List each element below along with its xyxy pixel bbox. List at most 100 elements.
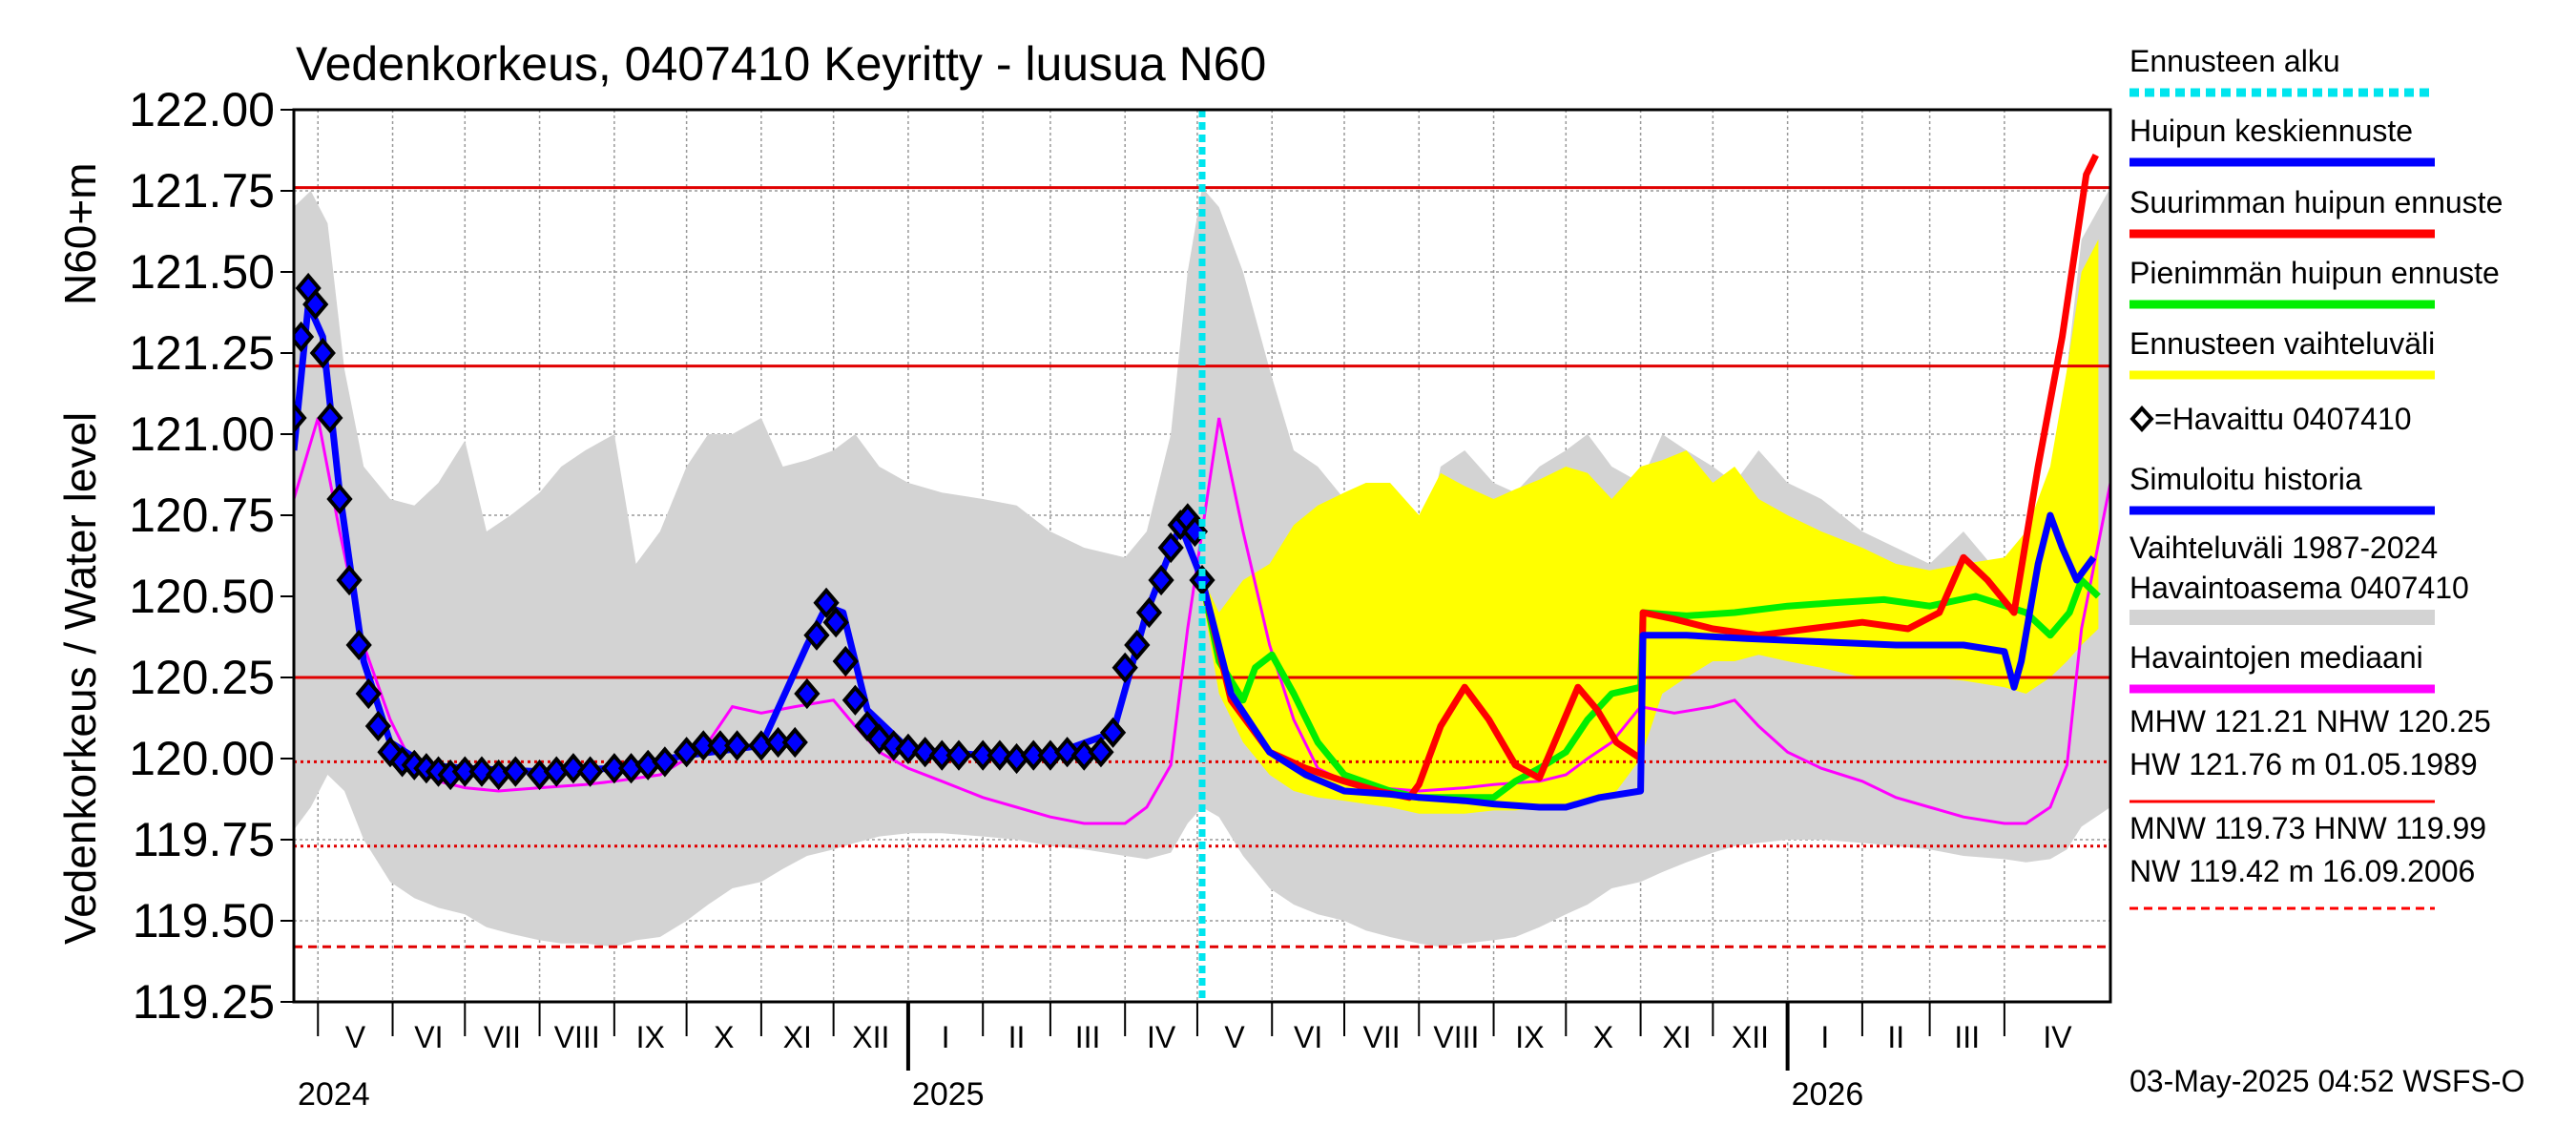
- y-axis-label-unit: N60+m: [55, 162, 105, 305]
- y-tick-label: 121.25: [129, 326, 275, 380]
- observed-point: [832, 645, 859, 677]
- month-label: VI: [414, 1020, 443, 1054]
- y-tick-labels: 119.25 119.50 119.75 120.00 120.25 120.50 120.…: [129, 83, 294, 1029]
- observed-point: [813, 587, 840, 618]
- stats-text: NW 119.42 m 16.09.2006: [2129, 854, 2475, 888]
- observed-point: [841, 684, 868, 716]
- month-label: IV: [1147, 1020, 1176, 1054]
- month-label: IV: [2043, 1020, 2072, 1054]
- observed-point: [1124, 629, 1151, 661]
- observed-point: [1088, 737, 1114, 768]
- observed-point: [803, 619, 830, 651]
- y-tick-label: 120.75: [129, 489, 275, 542]
- plot-area: [292, 108, 2112, 1004]
- month-label: IX: [636, 1020, 665, 1054]
- observed-point: [309, 337, 336, 369]
- year-label: 2025: [912, 1076, 985, 1113]
- observed-point: [1189, 564, 1215, 596]
- month-label: X: [714, 1020, 734, 1054]
- observed-point: [781, 726, 808, 759]
- observed-point: [355, 677, 382, 710]
- y-tick-label: 120.00: [129, 732, 275, 785]
- stats-text: HW 121.76 m 01.05.1989: [2129, 747, 2478, 781]
- month-label: I: [1820, 1020, 1829, 1054]
- month-label: VIII: [554, 1020, 600, 1054]
- y-tick-label: 120.25: [129, 651, 275, 704]
- y-tick-label: 121.00: [129, 407, 275, 461]
- month-label: V: [1224, 1020, 1245, 1054]
- y-tick-label: 119.50: [133, 894, 275, 947]
- min-peak-forecast-line: [1198, 576, 2101, 802]
- observed-point: [652, 746, 678, 778]
- observed-point: [881, 730, 907, 761]
- observed-point: [345, 629, 372, 661]
- observed-point: [945, 739, 972, 771]
- y-tick-label: 121.50: [129, 245, 275, 299]
- month-label: VII: [1363, 1020, 1401, 1054]
- forecast-range-band: [1202, 239, 2099, 814]
- observed-point: [794, 677, 821, 710]
- observed-point: [326, 483, 353, 515]
- legend: Ennusteen alku Huipun keskiennuste Suurimm…: [2129, 44, 2503, 910]
- chart-title: Vedenkorkeus, 0407410 Keyritty - luusua …: [296, 37, 1266, 91]
- year-label: 2026: [1792, 1076, 1864, 1113]
- observed-point: [822, 607, 849, 638]
- legend-label: Vaihteluväli 1987-2024: [2129, 531, 2438, 565]
- plot-frame: [292, 108, 2112, 1004]
- observed-point: [895, 733, 922, 764]
- observed-point: [987, 739, 1013, 771]
- month-label: XI: [783, 1020, 812, 1054]
- plot-content: [294, 110, 2110, 1002]
- observed-point: [1053, 737, 1081, 768]
- legend-marker: [2129, 406, 2154, 432]
- y-tick-label: 122.00: [129, 83, 275, 136]
- legend-label: Ennusteen vaihteluväli: [2129, 326, 2435, 361]
- month-label: III: [1075, 1020, 1101, 1054]
- y-tick-label: 119.75: [133, 813, 275, 866]
- observed-point: [969, 739, 996, 771]
- month-label: X: [1593, 1020, 1613, 1054]
- observed-point: [911, 737, 939, 768]
- observed-point: [1157, 531, 1184, 564]
- stats-text: MNW 119.73 HNW 119.99: [2129, 811, 2486, 845]
- y-tick-label: 119.25: [133, 975, 275, 1029]
- x-axis: V VI VII VIII IX X XI XII I II III IV V VI VII VIII IX X X…: [298, 1002, 2072, 1113]
- year-label: 2024: [298, 1076, 370, 1113]
- month-label: VIII: [1433, 1020, 1479, 1054]
- y-tick-label: 121.75: [129, 164, 275, 218]
- observed-point: [336, 564, 363, 596]
- observed-point: [1135, 596, 1163, 629]
- timestamp: 03-May-2025 04:52 WSFS-O: [2129, 1064, 2524, 1098]
- month-label: I: [942, 1020, 950, 1054]
- observed-point: [451, 756, 478, 787]
- month-label: V: [345, 1020, 366, 1054]
- observed-point: [1148, 564, 1174, 596]
- observed-point: [601, 753, 628, 784]
- observed-point: [764, 726, 792, 759]
- month-label: IX: [1515, 1020, 1544, 1054]
- observed-point: [1099, 717, 1127, 748]
- mean-peak-forecast-line: [1198, 511, 2097, 811]
- legend-label: Havaintoasema 0407410: [2129, 571, 2469, 605]
- month-label: VII: [484, 1020, 521, 1054]
- legend-label: Suurimman huipun ennuste: [2129, 185, 2503, 219]
- observed-point: [502, 756, 529, 787]
- month-label: II: [1887, 1020, 1904, 1054]
- observed-point: [707, 730, 734, 761]
- month-label: II: [1008, 1020, 1026, 1054]
- observed-point: [1111, 652, 1138, 683]
- observed-point: [364, 710, 392, 742]
- observed-point: [576, 756, 604, 787]
- legend-label: Simuloitu historia: [2129, 462, 2362, 496]
- y-tick-label: 120.50: [129, 570, 275, 623]
- stats-text: MHW 121.21 NHW 120.25: [2129, 704, 2491, 739]
- legend-label: Ennusteen alku: [2129, 44, 2340, 78]
- observed-point: [302, 288, 329, 321]
- legend-label: Havaintojen mediaani: [2129, 640, 2423, 675]
- y-axis-label: Vedenkorkeus / Water level: [55, 412, 105, 945]
- observed-point: [724, 730, 751, 761]
- legend-label: Pienimmän huipun ennuste: [2129, 256, 2500, 290]
- observed-point: [560, 753, 587, 784]
- observed-point: [690, 730, 717, 761]
